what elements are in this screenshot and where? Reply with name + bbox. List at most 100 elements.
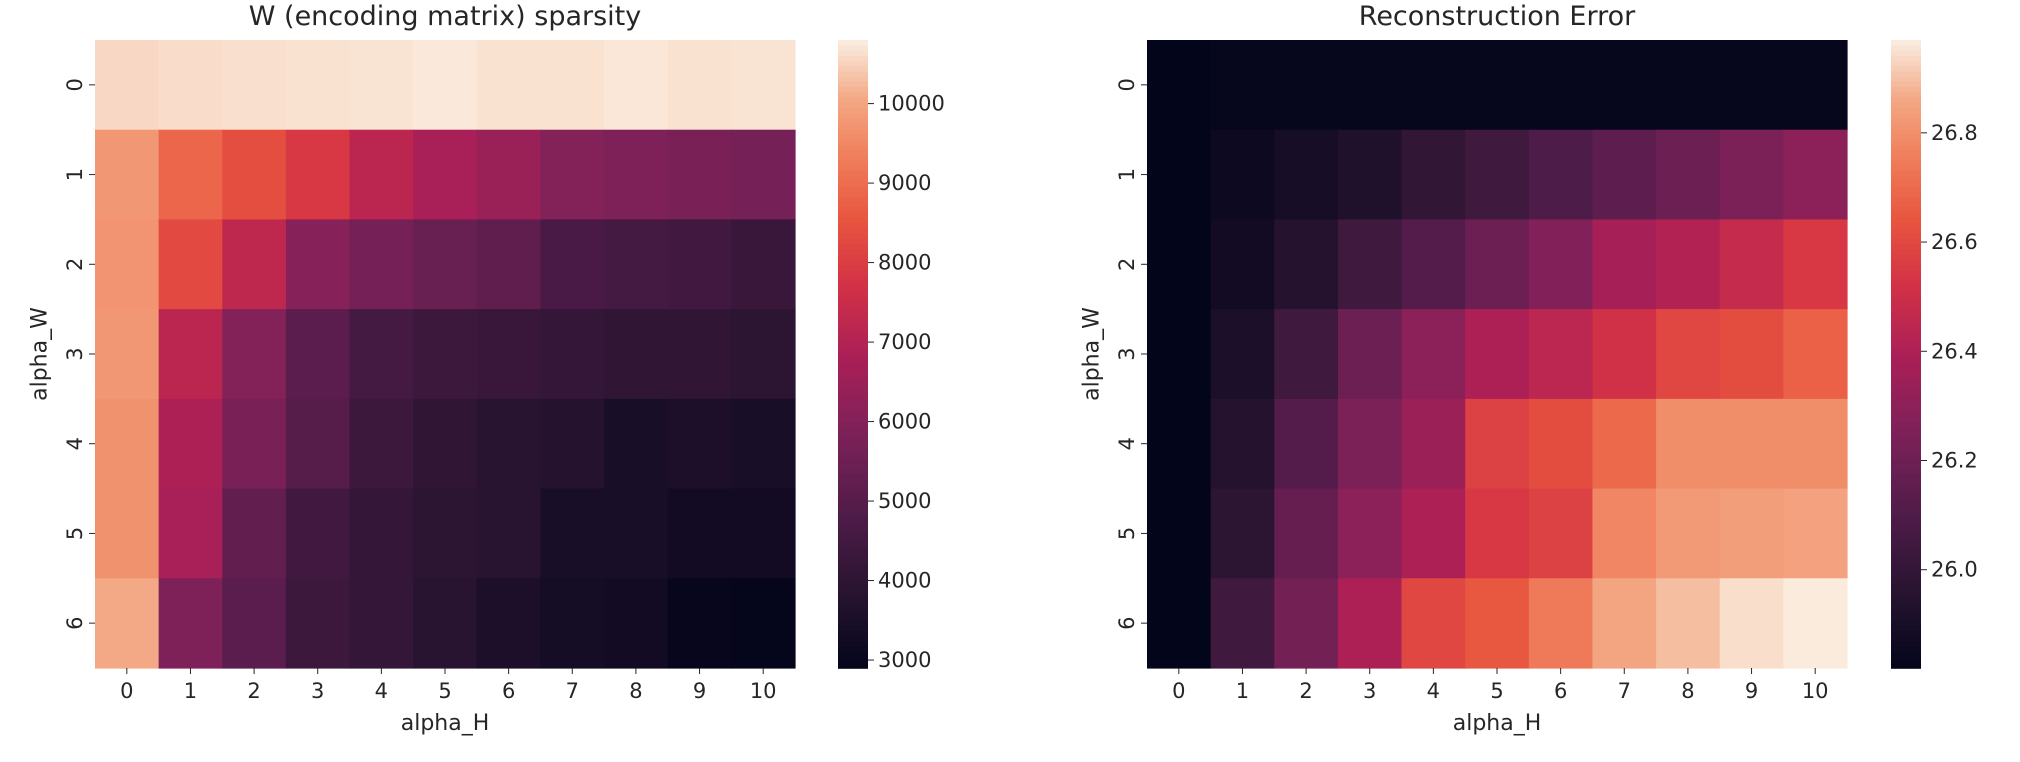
heatmap-cell-r2-c10 [731,219,796,310]
heatmap-cell-r0-c6 [1528,40,1594,131]
colorbar-strip [1891,547,1921,554]
colorbar-strip [1891,113,1921,120]
colorbar-strip [1891,406,1921,413]
colorbar-strip [838,484,868,491]
colorbar-strip [838,552,868,559]
heatmap-cell-r2-c3 [285,219,351,310]
heatmap-cell-r6-c5 [413,578,478,669]
colorbar-strip [1891,641,1921,648]
y-tick-label: 4 [63,437,87,450]
heatmap-cell-r0-c9 [1719,40,1784,131]
colorbar-strip [838,259,868,266]
x-tick-label: 9 [693,679,706,703]
heatmap-cell-r6-c8 [1656,578,1721,669]
colorbar-tick-label: 9000 [878,171,931,195]
heatmap-cell-r4-c3 [1337,398,1403,490]
heatmap-cell-r2-c6 [476,219,542,310]
colorbar-strip [1891,228,1921,235]
colorbar-strip [838,76,868,83]
heatmap-cell-r5-c3 [1337,488,1403,579]
heatmap-cell-r2-c10 [1783,219,1848,310]
colorbar-tick-label: 26.8 [1931,121,1978,145]
colorbar-strip [1891,280,1921,287]
y-tick-label: 2 [63,258,87,271]
colorbar-strip [1891,516,1921,523]
heatmap-cell-r5-c3 [285,488,351,579]
colorbar-strip [1891,427,1921,434]
colorbar-strip [838,615,868,622]
colorbar-strip [838,60,868,67]
heatmap-cell-r3-c2 [222,309,287,400]
heatmap-cell-r2-c0 [1147,219,1212,310]
y-tick-label: 3 [1115,347,1139,360]
colorbar-strip [838,594,868,601]
colorbar-strip [838,317,868,324]
x-tick-label: 0 [1172,679,1185,703]
heatmap-cell-r3-c6 [1528,309,1594,400]
heatmap-cell-r6-c5 [1465,578,1530,669]
colorbar-strip [838,657,868,664]
heatmap-cell-r2-c4 [1401,219,1466,310]
heatmap-cell-r0-c3 [1337,40,1403,131]
colorbar-strip [838,66,868,73]
colorbar-strip [838,207,868,214]
heatmap-cell-r3-c10 [731,309,796,400]
heatmap-cell-r5-c7 [1592,488,1657,579]
heatmap-cell-r6-c4 [349,578,414,669]
colorbar-strip [1891,97,1921,104]
heatmap-cell-r2-c5 [1465,219,1530,310]
heatmap-cell-r2-c5 [413,219,478,310]
y-tick-label: 6 [63,616,87,629]
heatmap-cell-r4-c9 [1719,398,1784,490]
heatmap-cell-r5-c9 [667,488,732,579]
heatmap-cell-r3-c9 [667,309,732,400]
colorbar-strip [838,118,868,125]
colorbar-strip [838,505,868,512]
colorbar-tick-label: 26.2 [1931,448,1978,472]
colorbar-strip [1891,537,1921,544]
heatmap-cell-r2-c8 [1656,219,1721,310]
colorbar-strip [1891,249,1921,256]
colorbar-strip [1891,285,1921,292]
heatmap-cell-r0-c4 [1401,40,1466,131]
heatmap-cell-r3-c9 [1719,309,1784,400]
colorbar-strip [1891,542,1921,549]
heatmap-cell-r3-c5 [413,309,478,400]
colorbar-strip [1891,170,1921,177]
x-tick-label: 7 [566,679,579,703]
colorbar-strip [1891,333,1921,340]
heatmap-cell-r0-c6 [476,40,542,131]
y-tick-label: 6 [1115,616,1139,629]
heatmap-cell-r4-c6 [476,398,542,490]
y-axis-label: alpha_W [1080,307,1105,401]
colorbar-strip [1891,296,1921,303]
colorbar-strip [1891,620,1921,627]
colorbar-strip [838,327,868,334]
colorbar-strip [838,50,868,57]
colorbar-strip [1891,552,1921,559]
colorbar-strip [1891,495,1921,502]
colorbar-strip [1891,144,1921,151]
colorbar-strip [838,123,868,130]
colorbar-strip [838,526,868,533]
heatmap-cell-r6-c7 [540,578,605,669]
heatmap-cell-r5-c10 [1783,488,1848,579]
colorbar-strip [838,563,868,570]
heatmap-cell-r0-c7 [540,40,605,131]
heatmap-cell-r1-c3 [1337,129,1403,221]
heatmap-cell-r1-c8 [604,129,669,221]
heatmap-cell-r1-c5 [1465,129,1530,221]
colorbar-strip [1891,411,1921,418]
colorbar-strip [1891,118,1921,125]
heatmap-cell-r4-c8 [604,398,669,490]
colorbar-strip [838,652,868,659]
colorbar-strip [1891,395,1921,402]
y-tick-label: 3 [63,347,87,360]
colorbar-strip [1891,217,1921,224]
heatmap-cell-r3-c0 [1147,309,1212,400]
colorbar-strip [838,500,868,507]
colorbar-strip [1891,212,1921,219]
colorbar-strip [838,285,868,292]
colorbar-strip [1891,291,1921,298]
colorbar-strip [838,521,868,528]
